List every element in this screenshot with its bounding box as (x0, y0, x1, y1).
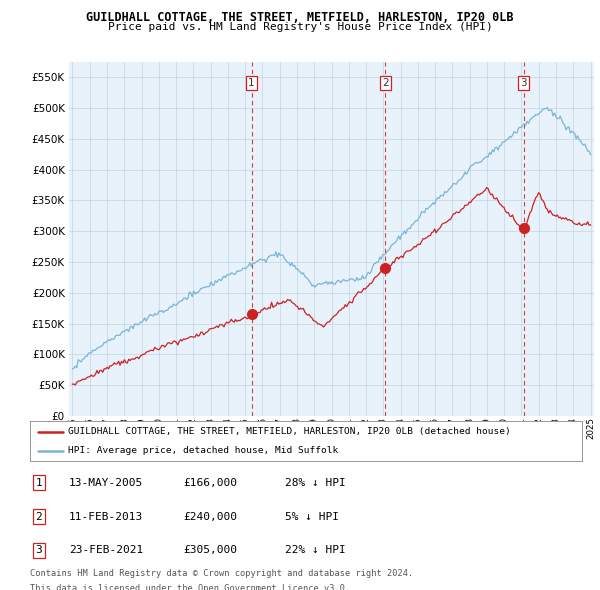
Text: 11-FEB-2013: 11-FEB-2013 (69, 512, 143, 522)
Text: Contains HM Land Registry data © Crown copyright and database right 2024.: Contains HM Land Registry data © Crown c… (30, 569, 413, 578)
Text: GUILDHALL COTTAGE, THE STREET, METFIELD, HARLESTON, IP20 0LB: GUILDHALL COTTAGE, THE STREET, METFIELD,… (86, 11, 514, 24)
Text: 3: 3 (521, 78, 527, 88)
Text: 5% ↓ HPI: 5% ↓ HPI (285, 512, 339, 522)
Text: 1: 1 (248, 78, 255, 88)
Text: 13-MAY-2005: 13-MAY-2005 (69, 478, 143, 488)
Text: £305,000: £305,000 (183, 545, 237, 555)
Text: 2: 2 (382, 78, 389, 88)
Text: 22% ↓ HPI: 22% ↓ HPI (285, 545, 346, 555)
Text: Price paid vs. HM Land Registry's House Price Index (HPI): Price paid vs. HM Land Registry's House … (107, 22, 493, 32)
Text: 23-FEB-2021: 23-FEB-2021 (69, 545, 143, 555)
Text: £166,000: £166,000 (183, 478, 237, 488)
Text: 3: 3 (35, 545, 43, 555)
Text: GUILDHALL COTTAGE, THE STREET, METFIELD, HARLESTON, IP20 0LB (detached house): GUILDHALL COTTAGE, THE STREET, METFIELD,… (68, 427, 510, 436)
Text: 2: 2 (35, 512, 43, 522)
Text: HPI: Average price, detached house, Mid Suffolk: HPI: Average price, detached house, Mid … (68, 447, 338, 455)
Text: £240,000: £240,000 (183, 512, 237, 522)
Text: This data is licensed under the Open Government Licence v3.0.: This data is licensed under the Open Gov… (30, 584, 350, 590)
Text: 1: 1 (35, 478, 43, 488)
Text: 28% ↓ HPI: 28% ↓ HPI (285, 478, 346, 488)
